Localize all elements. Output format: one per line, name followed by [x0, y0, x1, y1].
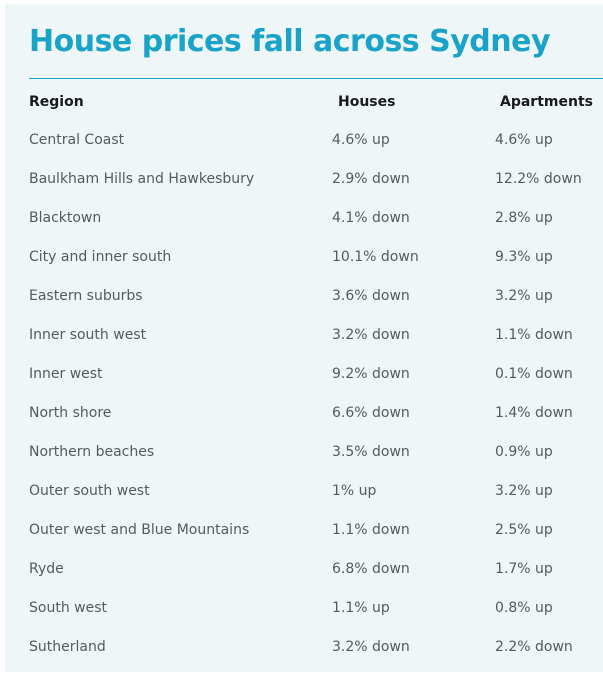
table-row: Blacktown 4.1% down 2.8% up: [5, 199, 603, 238]
region-cell: City and inner south: [29, 249, 172, 265]
region-cell: Central Coast: [29, 132, 125, 148]
houses-cell: 3.5% down: [332, 444, 410, 460]
region-cell: Ryde: [29, 561, 64, 577]
apartments-cell: 0.1% down: [495, 366, 573, 382]
houses-cell: 9.2% down: [332, 366, 410, 382]
table-row: South west 1.1% up 0.8% up: [5, 589, 603, 628]
apartments-cell: 1.7% up: [495, 561, 553, 577]
column-header-houses: Houses: [338, 94, 396, 110]
apartments-cell: 9.3% up: [495, 249, 553, 265]
table-row: City and inner south 10.1% down 9.3% up: [5, 238, 603, 277]
table-row: Inner south west 3.2% down 1.1% down: [5, 316, 603, 355]
houses-cell: 3.2% down: [332, 639, 410, 655]
region-cell: Outer south west: [29, 483, 150, 499]
column-header-region: Region: [29, 94, 84, 110]
apartments-cell: 12.2% down: [495, 171, 582, 187]
houses-cell: 6.6% down: [332, 405, 410, 421]
table-panel: House prices fall across Sydney Region H…: [5, 4, 603, 672]
apartments-cell: 1.1% down: [495, 327, 573, 343]
table-row: Northern beaches 3.5% down 0.9% up: [5, 433, 603, 472]
houses-cell: 1.1% up: [332, 600, 390, 616]
houses-cell: 4.6% up: [332, 132, 390, 148]
region-cell: Inner south west: [29, 327, 147, 343]
region-cell: Outer west and Blue Mountains: [29, 522, 250, 538]
region-cell: North shore: [29, 405, 112, 421]
apartments-cell: 2.5% up: [495, 522, 553, 538]
apartments-cell: 1.4% down: [495, 405, 573, 421]
table-row: Sutherland 3.2% down 2.2% down: [5, 628, 603, 667]
region-cell: Blacktown: [29, 210, 102, 226]
table-row: Outer west and Blue Mountains 1.1% down 2.…: [5, 511, 603, 550]
apartments-cell: 3.2% up: [495, 288, 553, 304]
table-row: Baulkham Hills and Hawkesbury 2.9% down 12…: [5, 160, 603, 199]
region-cell: Northern beaches: [29, 444, 155, 460]
region-cell: Sutherland: [29, 639, 106, 655]
apartments-cell: 4.6% up: [495, 132, 553, 148]
table-row: Central Coast 4.6% up 4.6% up: [5, 121, 603, 160]
apartments-cell: 0.9% up: [495, 444, 553, 460]
houses-cell: 3.6% down: [332, 288, 410, 304]
region-cell: South west: [29, 600, 107, 616]
apartments-cell: 0.8% up: [495, 600, 553, 616]
table-row: Eastern suburbs 3.6% down 3.2% up: [5, 277, 603, 316]
region-cell: Eastern suburbs: [29, 288, 143, 304]
region-cell: Baulkham Hills and Hawkesbury: [29, 171, 255, 187]
houses-cell: 10.1% down: [332, 249, 419, 265]
houses-cell: 1.1% down: [332, 522, 410, 538]
table-row: Inner west 9.2% down 0.1% down: [5, 355, 603, 394]
houses-cell: 3.2% down: [332, 327, 410, 343]
apartments-cell: 3.2% up: [495, 483, 553, 499]
houses-cell: 1% up: [332, 483, 377, 499]
table-row: Ryde 6.8% down 1.7% up: [5, 550, 603, 589]
column-header-apartments: Apartments: [500, 94, 593, 110]
region-cell: Inner west: [29, 366, 103, 382]
houses-cell: 2.9% down: [332, 171, 410, 187]
houses-cell: 6.8% down: [332, 561, 410, 577]
title-divider: [29, 78, 603, 79]
apartments-cell: 2.8% up: [495, 210, 553, 226]
table-row: North shore 6.6% down 1.4% down: [5, 394, 603, 433]
houses-cell: 4.1% down: [332, 210, 410, 226]
chart-title: House prices fall across Sydney: [29, 24, 551, 59]
table-row: Outer south west 1% up 3.2% up: [5, 472, 603, 511]
apartments-cell: 2.2% down: [495, 639, 573, 655]
